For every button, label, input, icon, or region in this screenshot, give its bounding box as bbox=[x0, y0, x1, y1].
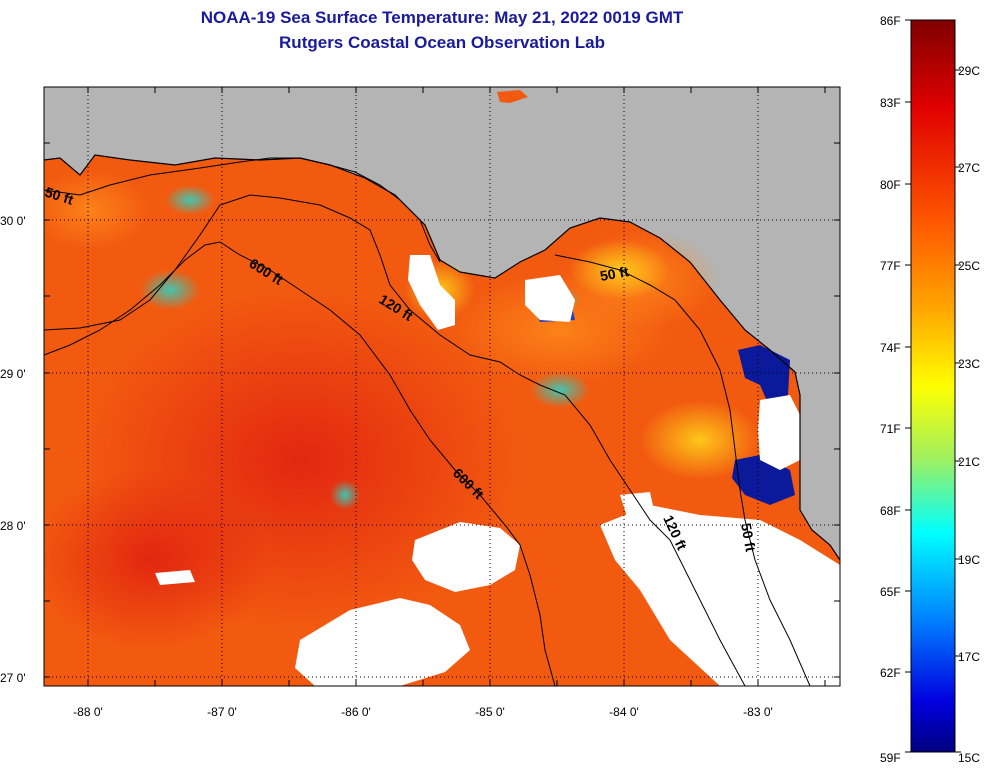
cold-patch bbox=[530, 372, 590, 408]
contour-50ft-east bbox=[554, 254, 811, 686]
cold-patch-east bbox=[738, 345, 790, 408]
contour-label-50ft-south: 50 ft bbox=[738, 522, 759, 553]
cold-patch bbox=[165, 185, 215, 215]
lat-label: 27 0' bbox=[0, 671, 26, 685]
map-subtitle: Rutgers Coastal Ocean Observation Lab bbox=[279, 33, 605, 52]
cold-patch bbox=[140, 270, 200, 310]
map-frame bbox=[43, 86, 841, 687]
lat-label: 30 0' bbox=[0, 214, 26, 228]
lon-label: -84 0' bbox=[609, 705, 639, 719]
cloud-mask bbox=[155, 570, 195, 585]
lon-label: -88 0' bbox=[73, 705, 103, 719]
contour-label-50ft-east: 50 ft bbox=[599, 263, 630, 284]
tick-marks bbox=[44, 87, 840, 686]
lon-label: -87 0' bbox=[207, 705, 237, 719]
lat-label: 28 0' bbox=[0, 519, 26, 533]
coastline bbox=[44, 154, 840, 561]
cloud-mask bbox=[620, 492, 655, 520]
cloud-mask bbox=[412, 522, 520, 592]
lon-label: -83 0' bbox=[743, 705, 773, 719]
lon-label: -85 0' bbox=[475, 705, 505, 719]
cloud-mask bbox=[525, 275, 575, 322]
cloud-mask bbox=[758, 395, 800, 470]
contour-120ft bbox=[44, 194, 746, 686]
contour-600ft bbox=[44, 241, 556, 686]
cloud-mask bbox=[408, 255, 455, 330]
cloud-mask bbox=[295, 598, 470, 686]
graticule bbox=[44, 87, 840, 686]
lon-label: -86 0' bbox=[341, 705, 371, 719]
cold-patch bbox=[330, 480, 360, 510]
lat-label: 29 0' bbox=[0, 367, 26, 381]
cloud-mask bbox=[600, 505, 840, 686]
cool-region bbox=[640, 400, 760, 480]
cool-region bbox=[44, 170, 150, 250]
warm-region bbox=[44, 470, 270, 650]
map-title: NOAA-19 Sea Surface Temperature: May 21,… bbox=[200, 8, 684, 27]
land-island bbox=[497, 90, 528, 103]
